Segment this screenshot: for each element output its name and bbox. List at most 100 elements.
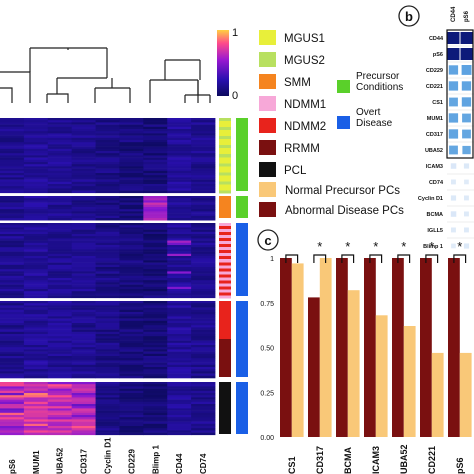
heatmap-cell	[167, 395, 192, 398]
panel-c-y-tick-label: 0.75	[260, 301, 274, 308]
heatmap-cell	[23, 153, 49, 156]
panel-b-correlation-cell	[461, 97, 472, 107]
heatmap-cell	[47, 256, 73, 259]
heatmap-cell	[119, 223, 144, 226]
heatmap-cell	[119, 170, 144, 174]
heatmap-cell	[119, 234, 144, 237]
heatmap-cell	[191, 271, 216, 274]
heatmap-cell	[119, 198, 144, 201]
heatmap-cell	[119, 430, 144, 433]
heatmap-cell	[0, 338, 25, 341]
heatmap-cell	[191, 231, 216, 235]
heatmap-cell	[71, 247, 96, 250]
heatmap-cell	[191, 267, 216, 270]
heatmap-cell	[143, 200, 168, 203]
heatmap-cell	[167, 371, 192, 374]
heatmap-cell	[71, 218, 96, 221]
heatmap-cell	[71, 164, 96, 167]
heatmap-cell	[167, 364, 192, 368]
heatmap-cell	[23, 131, 49, 134]
heatmap-cell	[191, 133, 216, 136]
heatmap-cell	[95, 316, 120, 319]
heatmap-cell	[0, 336, 25, 339]
heatmap-cell	[143, 419, 168, 422]
heatmap-cell	[23, 231, 49, 235]
heatmap-cell	[71, 316, 96, 319]
heatmap-cell	[143, 367, 168, 370]
heatmap-cell	[71, 131, 96, 134]
heatmap-cell	[47, 393, 73, 396]
heatmap-cell	[47, 213, 73, 217]
heatmap-cell	[191, 209, 216, 212]
stage-legend-label: MGUS2	[284, 55, 325, 67]
heatmap-cell	[23, 207, 49, 210]
heatmap-cell	[95, 320, 120, 324]
heatmap-cell	[71, 120, 96, 123]
heatmap-cell	[119, 282, 144, 285]
heatmap-cell	[47, 309, 73, 313]
heatmap-cell	[191, 264, 216, 268]
heatmap-cell	[95, 179, 120, 183]
heatmap-cell	[71, 419, 96, 422]
heatmap-cell	[119, 231, 144, 235]
heatmap-cell	[167, 122, 192, 125]
heatmap-cell	[47, 318, 73, 322]
heatmap-cell	[0, 173, 25, 176]
heatmap-cell	[95, 240, 120, 244]
heatmap-cell	[191, 325, 216, 328]
heatmap-cell	[71, 342, 96, 346]
heatmap-cell	[0, 421, 25, 425]
heatmap-cell	[23, 200, 49, 203]
heatmap-cell	[47, 340, 73, 344]
heatmap-cell	[23, 320, 49, 324]
heatmap-cell	[71, 351, 96, 355]
heatmap-cell	[191, 428, 216, 431]
heatmap-cell	[23, 124, 49, 128]
heatmap-cell	[95, 190, 120, 194]
heatmap-cell	[167, 384, 192, 387]
heatmap-cell	[0, 196, 25, 199]
stage-annotation-cell	[219, 121, 231, 124]
heatmap-cell	[0, 382, 25, 385]
heatmap-cell	[119, 142, 144, 145]
panel-c-category-label: BCMA	[343, 447, 353, 474]
heatmap-cell	[191, 211, 216, 214]
heatmap-cell	[191, 275, 216, 279]
heatmap-cell	[23, 273, 49, 277]
heatmap-cell	[143, 207, 168, 210]
heatmap-cell	[167, 144, 192, 147]
heatmap-cell	[191, 386, 216, 389]
heatmap-cell	[0, 395, 25, 398]
heatmap-cell	[0, 262, 25, 266]
heatmap-cell	[0, 225, 25, 228]
heatmap-cell	[71, 356, 96, 359]
heatmap-cell	[143, 356, 168, 359]
heatmap-cell	[119, 382, 144, 385]
heatmap-cell	[23, 179, 49, 183]
heatmap-cell	[47, 331, 73, 335]
heatmap-cell	[47, 284, 73, 288]
heatmap-cell	[47, 428, 73, 431]
heatmap-cell	[23, 364, 49, 368]
heatmap-cell	[119, 314, 144, 317]
heatmap-cell	[191, 181, 216, 185]
heatmap-cell	[0, 404, 25, 407]
heatmap-cell	[0, 295, 25, 299]
heatmap-cell	[47, 247, 73, 250]
heatmap-cell	[47, 236, 73, 239]
heatmap-cell	[119, 386, 144, 389]
heatmap-cell	[0, 303, 25, 306]
heatmap-cell	[119, 181, 144, 185]
heatmap-cell	[47, 432, 73, 436]
stage-annotation-cell	[219, 226, 231, 229]
heatmap-cell	[119, 284, 144, 288]
group-annotation-cell	[236, 223, 248, 296]
heatmap-cell	[143, 251, 168, 255]
heatmap-cell	[95, 329, 120, 333]
heatmap-cell	[23, 388, 49, 392]
heatmap-cell	[23, 412, 49, 416]
heatmap-cell	[71, 349, 96, 352]
heatmap-cell	[95, 364, 120, 368]
heatmap-cell	[143, 131, 168, 134]
heatmap-cell	[47, 364, 73, 368]
